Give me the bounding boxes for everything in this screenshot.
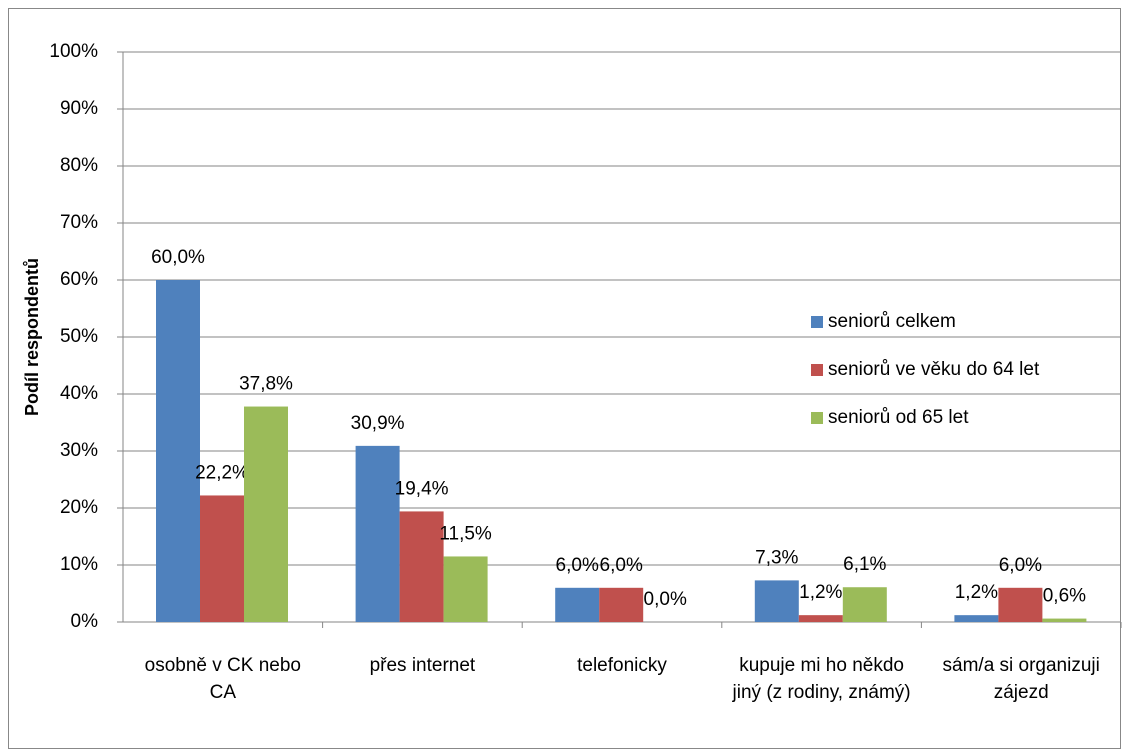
legend-swatch [811,412,823,424]
bar [355,445,400,622]
legend-swatch [811,316,823,328]
bar [156,280,200,622]
bar [399,511,444,622]
legend-label: seniorů od 65 let [828,407,969,428]
bar [754,580,799,622]
bar [443,556,488,622]
value-label: 30,9% [351,413,405,434]
x-tick-label: telefonicky [577,655,667,676]
legend-label: seniorů ve věku do 64 let [828,359,1040,380]
x-tick-label: kupuje mi ho někdo jiný (z rodiny, známý… [732,655,911,703]
y-tick-label: 90% [60,98,98,119]
bar [798,615,843,622]
value-label: 6,0% [600,555,643,576]
bar [200,495,244,622]
x-tick-label: osobně v CK nebo CA [144,655,301,703]
y-tick-label: 70% [60,212,98,233]
y-axis-label: Podíl respondentů [22,258,42,416]
value-label: 60,0% [151,247,205,268]
value-label: 1,2% [799,582,842,603]
bar [1042,618,1087,622]
value-label: 0,0% [644,589,687,610]
bar [555,587,600,622]
bar [954,615,999,622]
x-tick-label: přes internet [369,655,476,676]
chart-border [8,8,1121,749]
y-tick-label: 60% [60,269,98,290]
y-tick-label: 10% [60,554,98,575]
y-tick-label: 0% [71,611,99,632]
legend-swatch [811,364,823,376]
y-tick-label: 20% [60,497,98,518]
value-label: 0,6% [1043,586,1086,607]
y-tick-label: 50% [60,326,98,347]
y-tick-label: 30% [60,440,98,461]
value-label: 22,2% [195,462,249,483]
value-label: 19,4% [395,478,449,499]
y-tick-label: 40% [60,383,98,404]
value-label: 1,2% [955,582,998,603]
value-label: 11,5% [439,523,492,544]
y-tick-label: 80% [60,155,98,176]
bar [244,406,288,622]
bar [842,587,887,622]
value-label: 6,0% [556,555,599,576]
value-label: 7,3% [755,547,798,568]
value-label: 37,8% [239,374,293,395]
x-tick-label: sám/a si organizuji zájezd [942,655,1100,703]
bar [599,587,644,622]
value-label: 6,1% [843,554,886,575]
bar [998,587,1043,622]
value-label: 6,0% [999,555,1042,576]
legend-label: seniorů celkem [828,311,956,332]
y-tick-label: 100% [49,41,98,62]
